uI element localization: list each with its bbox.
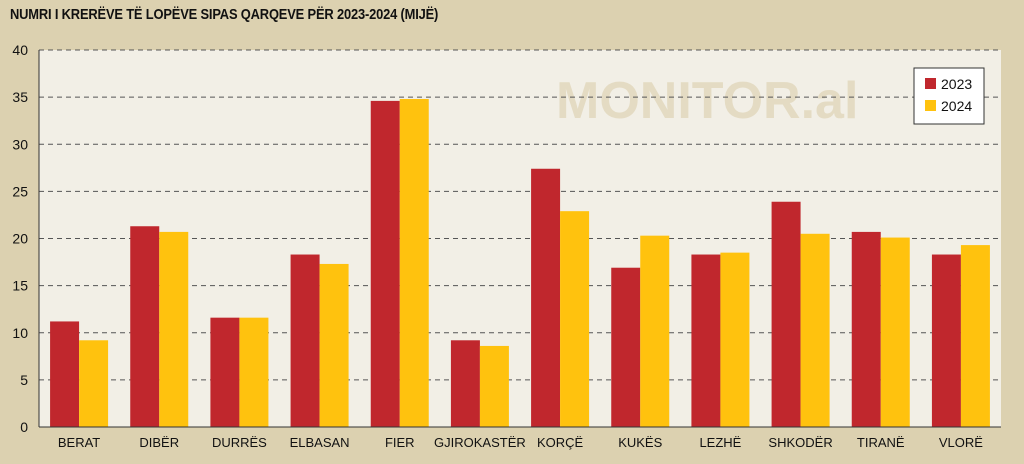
bar-2024-berat bbox=[79, 340, 109, 427]
y-tick-label: 10 bbox=[12, 325, 28, 341]
bar-2023-lezhë bbox=[691, 254, 721, 427]
legend-swatch-2024 bbox=[925, 100, 936, 111]
x-tick-label: BERAT bbox=[58, 435, 100, 450]
bar-2024-tiranë bbox=[880, 237, 910, 427]
y-tick-label: 25 bbox=[12, 183, 28, 199]
x-tick-label: SHKODËR bbox=[768, 435, 832, 450]
bar-2024-vlorë bbox=[960, 245, 990, 427]
x-tick-label: LEZHË bbox=[699, 435, 741, 450]
chart-title: NUMRI I KRERËVE TË LOPËVE SIPAS QARQEVE … bbox=[10, 6, 439, 23]
bar-2023-korçë bbox=[531, 168, 561, 427]
x-tick-label: KORÇË bbox=[537, 435, 584, 450]
watermark: MONITOR.al bbox=[556, 72, 858, 130]
bar-2024-shkodër bbox=[800, 233, 830, 427]
bar-2023-durrës bbox=[210, 317, 240, 427]
x-tick-label: KUKËS bbox=[618, 435, 662, 450]
legend-box bbox=[913, 67, 985, 125]
bar-2024-fier bbox=[399, 99, 429, 427]
y-tick-label: 5 bbox=[20, 372, 28, 388]
legend-label-2024: 2024 bbox=[941, 98, 972, 114]
bar-2024-kukës bbox=[640, 235, 670, 427]
bar-2023-berat bbox=[50, 321, 80, 427]
x-tick-label: ELBASAN bbox=[290, 435, 350, 450]
x-tick-label: DURRËS bbox=[212, 435, 267, 450]
bar-2023-tiranë bbox=[851, 231, 881, 427]
bar-2024-korçë bbox=[560, 211, 590, 427]
x-tick-label: FIER bbox=[385, 435, 415, 450]
bar-2023-kukës bbox=[611, 267, 641, 427]
x-tick-label: VLORË bbox=[939, 435, 983, 450]
y-tick-label: 35 bbox=[12, 89, 28, 105]
x-tick-label: GJIROKASTËR bbox=[434, 435, 526, 450]
y-tick-label: 20 bbox=[12, 231, 28, 247]
bar-2023-elbasan bbox=[290, 254, 320, 427]
y-tick-label: 0 bbox=[20, 419, 28, 435]
bar-2024-lezhë bbox=[720, 252, 750, 427]
y-tick-label: 30 bbox=[12, 136, 28, 152]
bar-2024-elbasan bbox=[319, 263, 349, 427]
x-tick-label: DIBËR bbox=[139, 435, 179, 450]
bar-2023-dibër bbox=[130, 226, 160, 427]
bar-2024-dibër bbox=[159, 231, 189, 427]
x-tick-label: TIRANË bbox=[857, 435, 905, 450]
legend: 2023 2024 bbox=[913, 67, 985, 125]
bar-2023-vlorë bbox=[931, 254, 961, 427]
bar-2024-gjirokastër bbox=[479, 345, 509, 427]
legend-label-2023: 2023 bbox=[941, 76, 972, 92]
bar-2024-durrës bbox=[239, 317, 269, 427]
y-tick-label: 15 bbox=[12, 278, 28, 294]
bar-2023-shkodër bbox=[771, 201, 801, 427]
bar-2023-fier bbox=[370, 100, 400, 428]
y-tick-label: 40 bbox=[12, 42, 28, 58]
legend-swatch-2023 bbox=[925, 78, 936, 89]
bar-2023-gjirokastër bbox=[450, 340, 480, 427]
